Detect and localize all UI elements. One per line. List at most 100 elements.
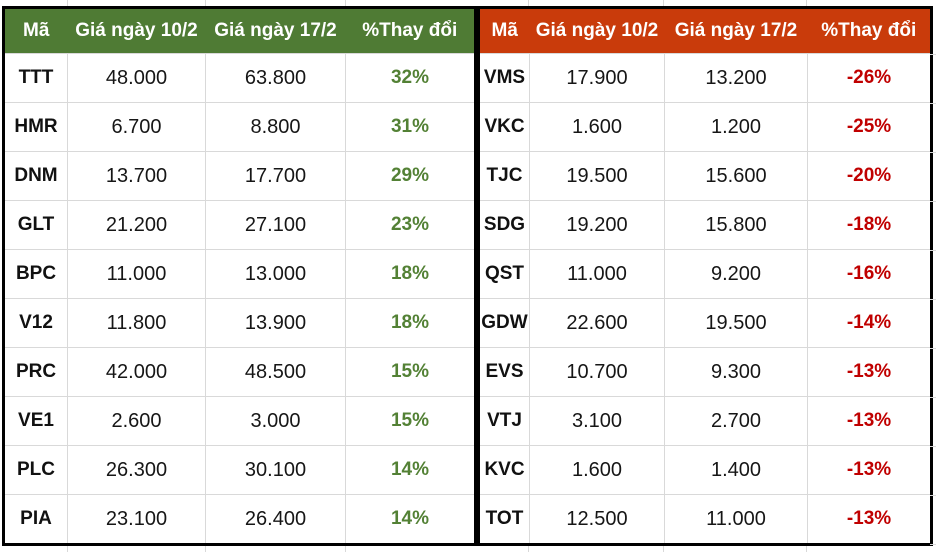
price-10-2-cell[interactable]: 48.000 <box>67 53 206 103</box>
price-17-2-cell[interactable]: 15.800 <box>664 200 808 250</box>
price-17-2-cell[interactable]: 1.200 <box>664 102 808 152</box>
percent-change-cell[interactable]: 15% <box>345 396 476 446</box>
stock-code-cell[interactable]: SDG <box>478 200 530 250</box>
price-17-2-cell[interactable]: 13.900 <box>205 298 346 348</box>
price-17-2-cell[interactable]: 48.500 <box>205 347 346 397</box>
table-row: DNM 13.700 17.700 29% <box>3 151 476 201</box>
gainers-column-header-price-10-2[interactable]: Giá ngày 10/2 <box>67 7 206 54</box>
price-10-2-cell[interactable]: 1.600 <box>529 102 665 152</box>
percent-change-cell[interactable]: -18% <box>807 200 932 250</box>
price-17-2-cell[interactable]: 15.600 <box>664 151 808 201</box>
percent-change-cell[interactable]: 18% <box>345 298 476 348</box>
stock-code-cell[interactable]: PIA <box>3 494 68 545</box>
stock-code-cell[interactable]: GDW <box>478 298 530 348</box>
price-10-2-cell[interactable]: 6.700 <box>67 102 206 152</box>
losers-column-header-change[interactable]: %Thay đổi <box>807 7 932 54</box>
percent-change-cell[interactable]: -26% <box>807 53 932 103</box>
tables-container: Mã Giá ngày 10/2 Giá ngày 17/2 %Thay đổi… <box>2 6 933 546</box>
table-row: BPC 11.000 13.000 18% <box>3 249 476 299</box>
percent-change-cell[interactable]: 15% <box>345 347 476 397</box>
price-17-2-cell[interactable]: 9.300 <box>664 347 808 397</box>
price-10-2-cell[interactable]: 42.000 <box>67 347 206 397</box>
price-17-2-cell[interactable]: 27.100 <box>205 200 346 250</box>
price-10-2-cell[interactable]: 13.700 <box>67 151 206 201</box>
stock-code-cell[interactable]: VTJ <box>478 396 530 446</box>
percent-change-cell[interactable]: 14% <box>345 494 476 545</box>
price-10-2-cell[interactable]: 2.600 <box>67 396 206 446</box>
gainers-column-header-code[interactable]: Mã <box>3 7 68 54</box>
price-10-2-cell[interactable]: 11.000 <box>67 249 206 299</box>
table-row: SDG 19.200 15.800 -18% <box>478 200 932 250</box>
price-10-2-cell[interactable]: 26.300 <box>67 445 206 495</box>
stock-code-cell[interactable]: DNM <box>3 151 68 201</box>
price-10-2-cell[interactable]: 10.700 <box>529 347 665 397</box>
table-row: VTJ 3.100 2.700 -13% <box>478 396 932 446</box>
stock-code-cell[interactable]: VKC <box>478 102 530 152</box>
price-17-2-cell[interactable]: 2.700 <box>664 396 808 446</box>
percent-change-cell[interactable]: 23% <box>345 200 476 250</box>
price-17-2-cell[interactable]: 13.000 <box>205 249 346 299</box>
price-17-2-cell[interactable]: 13.200 <box>664 53 808 103</box>
price-17-2-cell[interactable]: 26.400 <box>205 494 346 545</box>
price-10-2-cell[interactable]: 12.500 <box>529 494 665 545</box>
stock-code-cell[interactable]: V12 <box>3 298 68 348</box>
gainers-column-header-change[interactable]: %Thay đổi <box>345 7 476 54</box>
percent-change-cell[interactable]: -13% <box>807 347 932 397</box>
percent-change-cell[interactable]: -13% <box>807 396 932 446</box>
price-17-2-cell[interactable]: 30.100 <box>205 445 346 495</box>
price-10-2-cell[interactable]: 22.600 <box>529 298 665 348</box>
table-row: V12 11.800 13.900 18% <box>3 298 476 348</box>
price-17-2-cell[interactable]: 19.500 <box>664 298 808 348</box>
losers-column-header-price-10-2[interactable]: Giá ngày 10/2 <box>529 7 665 54</box>
percent-change-cell[interactable]: 18% <box>345 249 476 299</box>
gridline-tick <box>205 546 206 552</box>
percent-change-cell[interactable]: -20% <box>807 151 932 201</box>
price-10-2-cell[interactable]: 21.200 <box>67 200 206 250</box>
price-17-2-cell[interactable]: 9.200 <box>664 249 808 299</box>
gridline-tick <box>528 0 529 6</box>
gridline-tick <box>806 0 807 6</box>
stock-code-cell[interactable]: BPC <box>3 249 68 299</box>
percent-change-cell[interactable]: -25% <box>807 102 932 152</box>
percent-change-cell[interactable]: -16% <box>807 249 932 299</box>
percent-change-cell[interactable]: -14% <box>807 298 932 348</box>
stock-code-cell[interactable]: TTT <box>3 53 68 103</box>
percent-change-cell[interactable]: 31% <box>345 102 476 152</box>
price-10-2-cell[interactable]: 11.000 <box>529 249 665 299</box>
price-17-2-cell[interactable]: 63.800 <box>205 53 346 103</box>
stock-code-cell[interactable]: GLT <box>3 200 68 250</box>
stock-code-cell[interactable]: EVS <box>478 347 530 397</box>
table-row: PLC 26.300 30.100 14% <box>3 445 476 495</box>
gridline-tick <box>345 0 346 6</box>
price-10-2-cell[interactable]: 11.800 <box>67 298 206 348</box>
gainers-column-header-price-17-2[interactable]: Giá ngày 17/2 <box>205 7 346 54</box>
stock-code-cell[interactable]: KVC <box>478 445 530 495</box>
percent-change-cell[interactable]: 29% <box>345 151 476 201</box>
price-10-2-cell[interactable]: 19.200 <box>529 200 665 250</box>
price-10-2-cell[interactable]: 3.100 <box>529 396 665 446</box>
price-10-2-cell[interactable]: 1.600 <box>529 445 665 495</box>
losers-column-header-price-17-2[interactable]: Giá ngày 17/2 <box>664 7 808 54</box>
stock-code-cell[interactable]: VMS <box>478 53 530 103</box>
stock-code-cell[interactable]: HMR <box>3 102 68 152</box>
percent-change-cell[interactable]: 14% <box>345 445 476 495</box>
price-17-2-cell[interactable]: 1.400 <box>664 445 808 495</box>
stock-code-cell[interactable]: VE1 <box>3 396 68 446</box>
price-17-2-cell[interactable]: 8.800 <box>205 102 346 152</box>
losers-column-header-code[interactable]: Mã <box>478 7 530 54</box>
stock-code-cell[interactable]: TJC <box>478 151 530 201</box>
percent-change-cell[interactable]: -13% <box>807 445 932 495</box>
table-row: QST 11.000 9.200 -16% <box>478 249 932 299</box>
percent-change-cell[interactable]: -13% <box>807 494 932 545</box>
stock-code-cell[interactable]: PRC <box>3 347 68 397</box>
stock-code-cell[interactable]: PLC <box>3 445 68 495</box>
price-17-2-cell[interactable]: 11.000 <box>664 494 808 545</box>
stock-code-cell[interactable]: TOT <box>478 494 530 545</box>
price-17-2-cell[interactable]: 3.000 <box>205 396 346 446</box>
price-10-2-cell[interactable]: 23.100 <box>67 494 206 545</box>
price-10-2-cell[interactable]: 17.900 <box>529 53 665 103</box>
percent-change-cell[interactable]: 32% <box>345 53 476 103</box>
price-17-2-cell[interactable]: 17.700 <box>205 151 346 201</box>
stock-code-cell[interactable]: QST <box>478 249 530 299</box>
price-10-2-cell[interactable]: 19.500 <box>529 151 665 201</box>
